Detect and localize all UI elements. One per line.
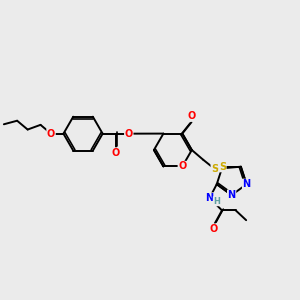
Text: O: O [188,111,196,121]
Text: N: N [206,193,214,203]
Text: S: S [219,162,226,172]
Text: O: O [124,129,133,139]
Text: N: N [228,190,236,200]
Text: S: S [211,164,218,174]
Text: O: O [209,224,217,234]
Text: O: O [178,161,187,171]
Text: N: N [242,179,250,189]
Text: H: H [213,197,220,206]
Text: O: O [112,148,120,158]
Text: O: O [47,129,55,139]
